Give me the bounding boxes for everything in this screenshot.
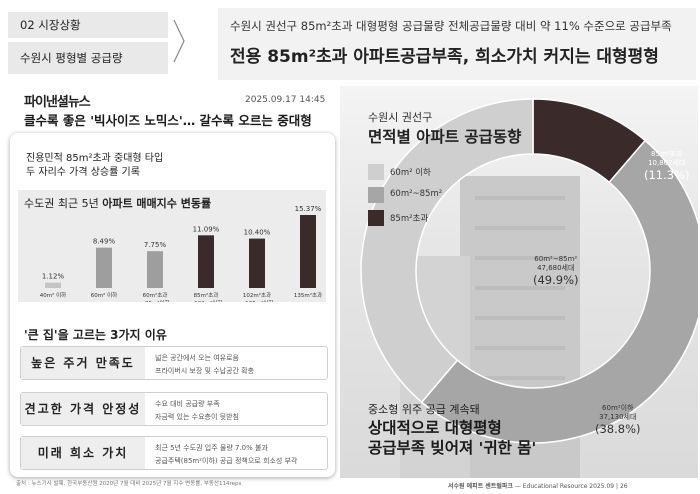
subheading-line-1: 진용민적 85m²초과 중대형 타입 [26,153,164,164]
bar-category-label: ~135m²이하 [241,299,274,302]
footer-resource: Educational Resource 2025.09 [522,483,615,490]
reason-label: 높은 주거 만족도 [21,347,145,379]
bar-value-label: 11.09% [193,225,220,233]
bottom-heading-line-2: 공급부족 빚어져 '귀한 몸' [368,439,537,457]
reason-desc-2: 공급주택(85m²이하) 공급 정책으로 희소성 부각 [155,457,298,465]
legend-swatch [368,210,384,226]
bar-chart: 1.12% 40m² 이하 8.49% 60m² 이하 7.75% 60m²초과~85m²… [40,205,322,302]
building-window-row [475,256,565,260]
bar [45,282,61,288]
legend-label: 60m² 이하 [390,168,431,178]
reason-desc-2: 프라이버시 보장 및 수납공간 확충 [155,367,255,375]
bar-value-label: 1.12% [42,273,65,281]
bar [300,214,316,288]
bar-chart-title: 수도권 최근 5년 아파트 매매지수 변동률 [24,195,211,211]
slice-percent: (38.8%) [595,422,641,436]
footer-dash: — [514,483,523,490]
header-summary: 수원시 권선구 85m²초과 대형평형 공급물량 전체공급물량 대비 약 11%… [230,19,672,33]
donut-title: 면적별 아파트 공급동향 [368,128,522,146]
reason-box-1: 높은 주거 만족도 넓은 공간에서 오는 여유로움 프라이버시 보장 및 수납공… [20,346,328,380]
legend-swatch [368,187,384,203]
bar-value-label: 10.40% [244,229,271,237]
bar-category-label: 135m²초과 [294,291,322,299]
reason-label: 견고한 가격 안정성 [21,393,145,425]
bar-category-label: ~85m²이하 [140,299,169,302]
slice-label-large: 85m²초과 10,807세대 (11.3%) [644,150,690,182]
slice-name: 60m²이하 [602,404,634,412]
slice-label-medium: 60m²~85m² 47,680세대 (49.9%) [533,255,579,287]
bar-chart-panel [18,190,326,302]
reason-desc-2: 자금력 있는 수요층이 뒷받침 [155,413,239,421]
bar [198,235,214,288]
news-source-logo: 파이낸셜뉴스 [24,95,91,110]
bottom-subheading: 중소형 위주 공급 계속돼 [368,403,480,416]
building-window-row [475,316,565,320]
page-number: 26 [619,483,628,490]
slice-name: 85m²초과 [651,150,683,158]
bar-chart-title-prefix: 수도권 최근 5년 [24,197,99,210]
chevron-right-icon [173,19,185,63]
bar-category-label: 102m²초과 [243,291,271,299]
bottom-heading: 상대적으로 대형평형 공급부족 빚어져 '귀한 몸' [368,418,536,458]
article-subheading: 진용민적 85m²초과 중대형 타입 두 자리수 가격 상승률 기록 [26,152,163,180]
building-window-row [475,286,565,290]
legend-label: 85m²초과 [390,214,429,224]
reasons-title: '큰 집'을 고르는 3가지 이유 [24,328,167,342]
slice-percent: (11.3%) [644,168,690,182]
article-headline: 클수록 좋은 '빅사이즈 노믹스'… 갈수록 오르는 중대형 [24,113,312,128]
section-subtitle: 수원시 평형별 공급량 [8,42,168,74]
reason-label: 미래 희소 가치 [21,437,145,469]
reason-box-3: 미래 희소 가치 최근 5년 수도권 입주 물량 7.0% 불과 공급주택(85… [20,436,328,470]
reason-desc-1: 최근 5년 수도권 입주 물량 7.0% 불과 [155,444,268,452]
page-title: 전용 85m²초과 아파트공급부족, 희소가치 커지는 대형평형 [230,47,659,67]
header-banner: 수원시 권선구 85m²초과 대형평형 공급물량 전체공급물량 대비 약 11%… [218,8,696,80]
footer-brand: 서수원 에피트 센트럴파크 [448,483,513,490]
bottom-heading-line-1: 상대적으로 대형평형 [368,419,502,437]
reason-box-2: 견고한 가격 안정성 수요 대비 공급량 부족 자금력 있는 수요층이 뒷받침 [20,392,328,426]
bar-category-label: 40m² 이하 [40,291,66,299]
bar-category-label: ~102m²이하 [190,299,223,302]
bar-category-label: 85m²초과 [194,291,219,299]
section-number: 02 시장상황 [8,12,168,38]
slice-units: 37,130세대 [599,413,637,421]
source-footnote: 출처 : 뉴스기사 발췌, 한국부동산원 2020년 7월 대비 2025년 7… [16,481,242,487]
bar-value-label: 7.75% [144,241,167,249]
bar [249,238,265,288]
footer-divider: | [616,483,620,490]
slice-percent: (49.9%) [533,273,579,287]
subheading-line-2: 두 자리수 가격 상승률 기록 [26,167,140,178]
section-header: 02 시장상황 수원시 평형별 공급량 [8,12,168,78]
bar-chart-title-bold: 아파트 매매지수 변동률 [102,197,212,210]
building-window-row [475,226,565,230]
reason-desc-1: 넓은 공간에서 오는 여유로움 [155,354,239,362]
bar [96,247,112,288]
legend-swatch [368,164,384,180]
building-window-row [475,346,565,350]
reason-desc-1: 수요 대비 공급량 부족 [155,400,220,408]
donut-slice [420,139,698,444]
slice-label-small: 60m²이하 37,130세대 (38.8%) [595,404,641,436]
slice-units: 47,680세대 [537,264,575,272]
bar-value-label: 8.49% [93,238,116,246]
donut-chart [360,98,698,444]
donut-slice [360,98,534,404]
building-window-row [475,196,565,200]
bar [147,251,163,288]
donut-subtitle: 수원시 권선구 [368,111,433,124]
news-date: 2025.09.17 14:45 [245,95,326,105]
bar-category-label: 60m²초과 [143,291,168,299]
slice-units: 10,807세대 [648,159,686,167]
slice-name: 60m²~85m² [534,255,578,263]
legend-label: 60m²~85m² [390,189,443,199]
bar-value-label: 15.37% [295,205,322,213]
page-footer: 서수원 에피트 센트럴파크 — Educational Resource 202… [448,481,628,490]
building-window-row [475,376,565,380]
bar-category-label: 60m² 이하 [91,291,117,299]
